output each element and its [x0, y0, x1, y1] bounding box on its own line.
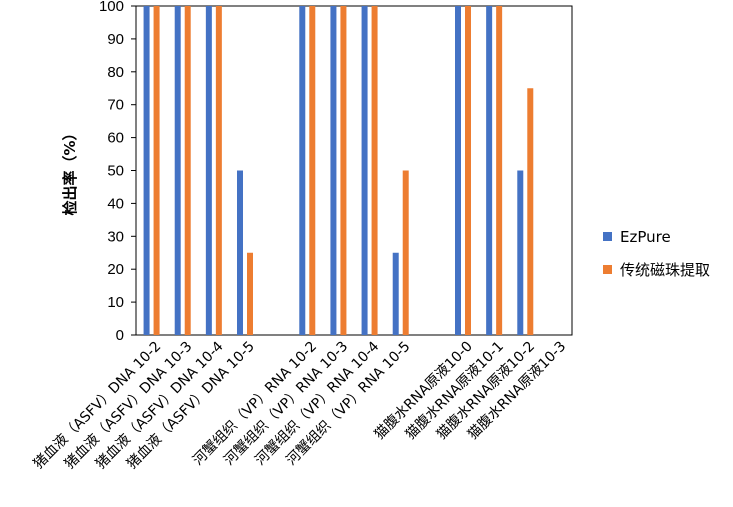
bar-traditional	[247, 252, 253, 335]
legend-label: EzPure	[620, 228, 671, 246]
bar-traditional	[184, 6, 191, 335]
x-tick-label: 猪血液（ASFV）DNA 10-3	[62, 339, 196, 473]
y-tick-label: 100	[99, 0, 124, 15]
plot-frame	[135, 5, 573, 336]
bar-ezpure	[174, 6, 181, 335]
legend-label: 传统磁珠提取	[620, 261, 710, 279]
bar-traditional	[215, 6, 222, 335]
y-tick-label: 30	[107, 228, 124, 245]
bar-traditional	[309, 6, 316, 335]
axes	[131, 5, 136, 336]
bar-traditional	[465, 6, 471, 335]
bar-traditional	[496, 6, 503, 335]
y-axis-label: 检出率（%）	[61, 125, 79, 215]
bar-ezpure	[143, 6, 150, 335]
y-tick-label: 80	[107, 64, 124, 81]
bar-ezpure	[299, 6, 306, 335]
bar-ezpure	[392, 252, 399, 335]
y-tick-label: 40	[107, 195, 124, 212]
x-tick-label: 河蟹组织（VP）RNA 10-4	[252, 338, 382, 468]
bars	[143, 6, 534, 335]
bar-ezpure	[455, 6, 461, 335]
bar-ezpure	[330, 6, 337, 335]
bar-traditional	[371, 6, 378, 335]
y-tick-label: 90	[107, 31, 124, 48]
bar-traditional	[402, 170, 409, 335]
bar-ezpure	[237, 170, 243, 335]
legend-swatch	[603, 265, 612, 274]
y-tick-label: 10	[107, 294, 124, 311]
plot-area	[135, 5, 573, 336]
legend-swatch	[603, 232, 612, 241]
y-tick-label: 50	[107, 163, 124, 180]
bar-traditional	[527, 88, 534, 335]
y-tick-label: 60	[107, 130, 124, 147]
y-tick-label: 20	[107, 261, 124, 278]
legend: EzPure 传统磁珠提取	[603, 228, 710, 279]
y-tick-labels: 0 10 20 30 40 50 60 70 80 90 100	[99, 0, 124, 344]
bar-ezpure	[486, 6, 493, 335]
bar-ezpure	[205, 6, 212, 335]
bar-ezpure	[361, 6, 368, 335]
bar-ezpure	[517, 170, 524, 335]
y-tick-label: 0	[116, 327, 124, 344]
bar-traditional	[340, 6, 347, 335]
y-tick-label: 70	[107, 97, 124, 114]
bar-traditional	[153, 6, 160, 335]
